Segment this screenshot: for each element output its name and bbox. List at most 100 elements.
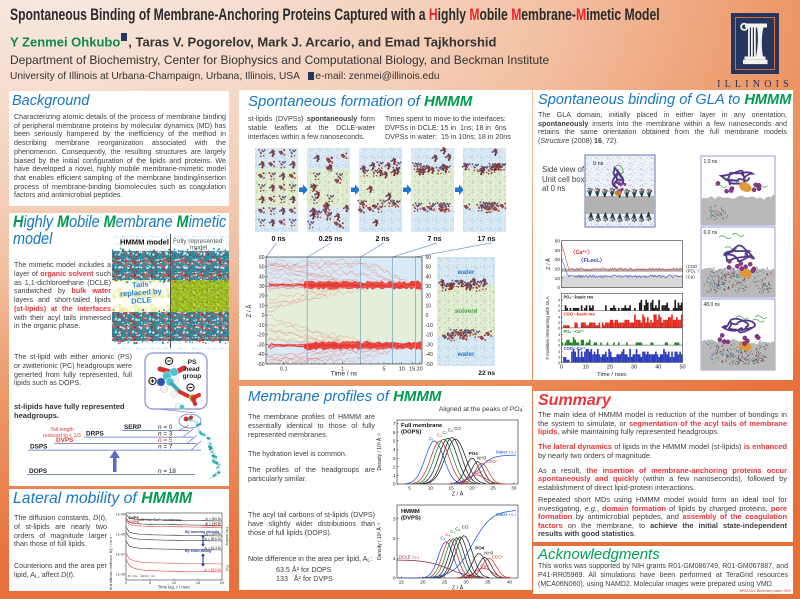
svg-text:C₂: C₂ [455, 526, 460, 531]
svg-text:50: 50 [555, 238, 561, 244]
svg-text:C₃: C₃ [429, 436, 434, 441]
svg-text:Water x 0.1: Water x 0.1 [496, 512, 516, 517]
svg-text:-30: -30 [426, 342, 433, 348]
svg-text:CO: CO [454, 426, 461, 431]
svg-text:By short-tailing: By short-tailing [185, 549, 211, 553]
svg-text:C₄: C₄ [437, 432, 442, 437]
svg-text:50: 50 [679, 364, 685, 370]
svg-text:NH3: NH3 [484, 551, 493, 556]
svg-text:Z / Å: Z / Å [246, 305, 253, 318]
svg-text:Aₗ = 109 Å²: Aₗ = 109 Å² [205, 531, 221, 536]
svg-text:15: 15 [409, 367, 415, 373]
svg-text:5: 5 [408, 486, 411, 492]
svg-text:DVPS: DVPS [129, 516, 139, 520]
svg-text:water: water [457, 269, 475, 276]
svg-text:20: 20 [607, 364, 613, 370]
svg-text:10: 10 [259, 303, 265, 309]
svg-text:50: 50 [259, 265, 265, 271]
svg-text:50: 50 [426, 265, 432, 271]
svg-text:0.1: 0.1 [280, 367, 288, 373]
svg-text:0: 0 [125, 581, 127, 585]
svg-text:22 ns: 22 ns [478, 370, 495, 377]
svg-text:PO4: PO4 [475, 545, 485, 550]
svg-text:(DOPS): (DOPS) [401, 430, 421, 436]
svg-text:10: 10 [172, 581, 176, 585]
svg-text:2: 2 [393, 464, 396, 470]
svg-text:1e-08: 1e-08 [116, 573, 125, 577]
svg-text:DRPS: DRPS [86, 431, 104, 438]
svg-text:6.0 ns: 6.0 ns [704, 230, 718, 236]
svg-text:7 ns: 7 ns [427, 236, 441, 243]
svg-text:DOPS: DOPS [129, 520, 140, 524]
svg-text:〈Ca²⁺〉: 〈Ca²⁺〉 [570, 248, 593, 256]
svg-text:30: 30 [426, 284, 432, 290]
svg-text:PO₄⁻-basic res: PO₄⁻-basic res [564, 294, 594, 299]
svg-text:3: 3 [393, 517, 396, 523]
svg-text:0: 0 [393, 576, 396, 582]
svg-text:4: 4 [558, 333, 560, 337]
svg-text:2: 2 [558, 338, 560, 342]
svg-text:0: 0 [558, 326, 560, 330]
svg-text:C₂: C₂ [448, 428, 453, 433]
svg-text:n = 5: n = 5 [158, 437, 173, 444]
svg-text:〈Cα〉: 〈Cα〉 [684, 275, 698, 280]
svg-text:2 ns: 2 ns [375, 236, 389, 243]
svg-text:Aₗ = 61.3 Å²: Aₗ = 61.3 Å² [204, 545, 221, 550]
svg-text:DCLE x 0.1: DCLE x 0.1 [399, 555, 419, 560]
svg-text:0: 0 [558, 361, 560, 365]
svg-text:1: 1 [393, 556, 396, 562]
svg-text:15: 15 [196, 581, 200, 585]
svg-text:# moieties interacting with GL: # moieties interacting with GLA [545, 295, 550, 359]
svg-text:water: water [457, 351, 475, 358]
svg-text:n = 7: n = 7 [158, 444, 173, 451]
svg-text:10: 10 [426, 303, 432, 309]
svg-text:0: 0 [558, 344, 560, 348]
svg-text:60: 60 [426, 255, 432, 261]
svg-text:Density / 10³ Å⁻³: Density / 10³ Å⁻³ [376, 523, 383, 560]
svg-text:with Na⁺/Ca²⁺ counterions: with Na⁺/Ca²⁺ counterions [139, 518, 181, 522]
svg-text:0: 0 [426, 313, 429, 319]
svg-text:COO⁻-Ca²⁺: COO⁻-Ca²⁺ [564, 346, 586, 351]
svg-text:4: 4 [558, 350, 560, 354]
svg-text:PO₄⁻-Ca²⁺: PO₄⁻-Ca²⁺ [564, 329, 585, 334]
svg-text:Fully represented: Fully represented [173, 238, 223, 245]
svg-text:1e-07: 1e-07 [116, 553, 125, 557]
svg-text:0: 0 [393, 482, 396, 488]
svg-text:CO: CO [462, 524, 469, 529]
svg-text:-30: -30 [257, 342, 264, 348]
svg-text:6: 6 [393, 430, 396, 436]
svg-text:1e-05: 1e-05 [116, 513, 125, 517]
svg-text:COO⁻-basic res: COO⁻-basic res [564, 312, 596, 317]
svg-text:PS: PS [188, 359, 197, 366]
svg-text:Water x 0.1: Water x 0.1 [496, 449, 516, 454]
svg-text:Aₗ = 63.5 Å²: Aₗ = 63.5 Å² [204, 567, 221, 572]
svg-text:COO⁻: COO⁻ [486, 459, 499, 464]
svg-text:DVPS: DVPS [56, 437, 74, 444]
svg-text:-40: -40 [257, 352, 264, 358]
svg-text:Full: Full [225, 565, 229, 571]
svg-text:0.25 ns: 0.25 ns [319, 236, 343, 243]
svg-text:40: 40 [555, 248, 561, 254]
svg-text:Z / Å: Z / Å [452, 491, 464, 498]
svg-text:group: group [183, 373, 202, 380]
svg-text:2: 2 [393, 536, 396, 542]
svg-text:COO⁻: COO⁻ [492, 555, 505, 560]
svg-text:D = lim 〈Δr²(t)〉/4t: D = lim 〈Δr²(t)〉/4t [128, 574, 155, 578]
svg-text:-50: -50 [426, 362, 433, 368]
svg-text:35: 35 [485, 580, 491, 586]
svg-text:Time / nsec: Time / nsec [597, 372, 627, 378]
svg-text:Ca²⁺: Ca²⁺ [480, 564, 490, 569]
svg-text:20: 20 [220, 581, 224, 585]
svg-text:DCLE: DCLE [131, 295, 152, 305]
svg-text:〈FLeeL〉: 〈FLeeL〉 [578, 256, 605, 264]
svg-text:SERP: SERP [124, 424, 142, 431]
svg-text:15: 15 [449, 486, 455, 492]
svg-text:2: 2 [558, 356, 560, 360]
svg-text:1: 1 [393, 473, 396, 479]
svg-text:0: 0 [557, 285, 560, 291]
svg-text:Full membrane: Full membrane [401, 423, 443, 429]
svg-text:-10: -10 [426, 323, 433, 329]
svg-text:head: head [184, 366, 199, 373]
svg-text:Tails: Tails [132, 279, 149, 289]
svg-text:2: 2 [558, 321, 560, 325]
